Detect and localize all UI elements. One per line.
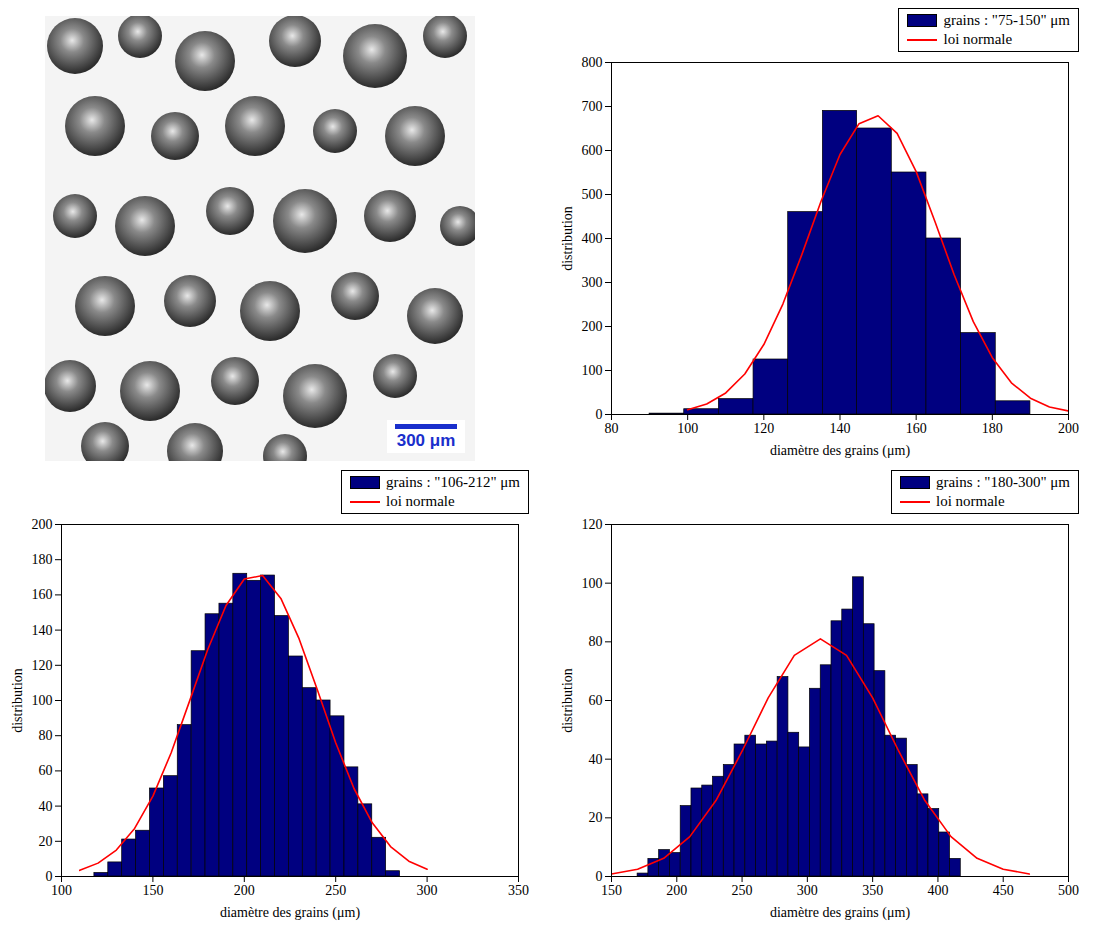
svg-text:60: 60 <box>39 763 53 778</box>
svg-text:180: 180 <box>32 552 53 567</box>
svg-text:60: 60 <box>589 693 603 708</box>
svg-text:140: 140 <box>32 623 53 638</box>
svg-text:200: 200 <box>666 883 687 898</box>
svg-text:120: 120 <box>753 421 774 436</box>
svg-text:300: 300 <box>417 883 438 898</box>
svg-text:140: 140 <box>830 421 851 436</box>
svg-text:diamètre des grains (μm): diamètre des grains (μm) <box>770 905 910 921</box>
svg-text:450: 450 <box>993 883 1014 898</box>
html-text:grains : "180-300" μm: grains : "180-300" μm <box>936 474 1070 490</box>
html-text:grains : "75-150" μm: grains : "75-150" μm <box>943 12 1070 28</box>
svg-text:120: 120 <box>32 658 53 673</box>
svg-text:350: 350 <box>508 883 529 898</box>
svg-text:200: 200 <box>1058 421 1079 436</box>
svg-text:0: 0 <box>46 869 53 884</box>
html-text:loi normale: loi normale <box>943 31 1013 47</box>
svg-text:diamètre des grains (μm): diamètre des grains (μm) <box>220 905 360 921</box>
svg-text:600: 600 <box>582 143 603 158</box>
svg-text:300: 300 <box>582 275 603 290</box>
svg-text:700: 700 <box>582 99 603 114</box>
svg-text:distribution: distribution <box>560 206 575 271</box>
svg-text:500: 500 <box>1058 883 1079 898</box>
svg-text:40: 40 <box>589 752 603 767</box>
svg-text:200: 200 <box>32 517 53 532</box>
html-text:300 μm: 300 μm <box>396 431 456 450</box>
svg-text:120: 120 <box>582 517 603 532</box>
svg-text:160: 160 <box>906 421 927 436</box>
svg-text:250: 250 <box>325 883 346 898</box>
svg-text:diamètre des grains (μm): diamètre des grains (μm) <box>770 443 910 459</box>
html-text:loi normale: loi normale <box>386 493 455 509</box>
svg-text:100: 100 <box>677 421 698 436</box>
svg-text:80: 80 <box>39 728 53 743</box>
svg-text:350: 350 <box>862 883 883 898</box>
html-text:loi normale: loi normale <box>936 493 1005 509</box>
svg-text:distribution: distribution <box>10 668 25 733</box>
svg-text:20: 20 <box>589 810 603 825</box>
svg-text:100: 100 <box>582 576 603 591</box>
svg-text:200: 200 <box>234 883 255 898</box>
svg-text:400: 400 <box>582 231 603 246</box>
svg-text:180: 180 <box>982 421 1003 436</box>
svg-text:250: 250 <box>732 883 753 898</box>
svg-text:100: 100 <box>51 883 72 898</box>
svg-text:150: 150 <box>142 883 163 898</box>
svg-text:20: 20 <box>39 834 53 849</box>
svg-text:800: 800 <box>582 55 603 70</box>
svg-text:150: 150 <box>601 883 622 898</box>
svg-text:80: 80 <box>589 634 603 649</box>
svg-text:0: 0 <box>596 407 603 422</box>
svg-text:300: 300 <box>797 883 818 898</box>
svg-text:500: 500 <box>582 187 603 202</box>
svg-text:400: 400 <box>927 883 948 898</box>
svg-text:100: 100 <box>582 363 603 378</box>
html-text:grains : "106-212" μm: grains : "106-212" μm <box>386 474 520 490</box>
svg-text:200: 200 <box>582 319 603 334</box>
svg-text:0: 0 <box>596 869 603 884</box>
svg-text:distribution: distribution <box>560 668 575 733</box>
svg-text:80: 80 <box>605 421 619 436</box>
svg-text:100: 100 <box>32 693 53 708</box>
svg-text:160: 160 <box>32 587 53 602</box>
svg-text:40: 40 <box>39 799 53 814</box>
